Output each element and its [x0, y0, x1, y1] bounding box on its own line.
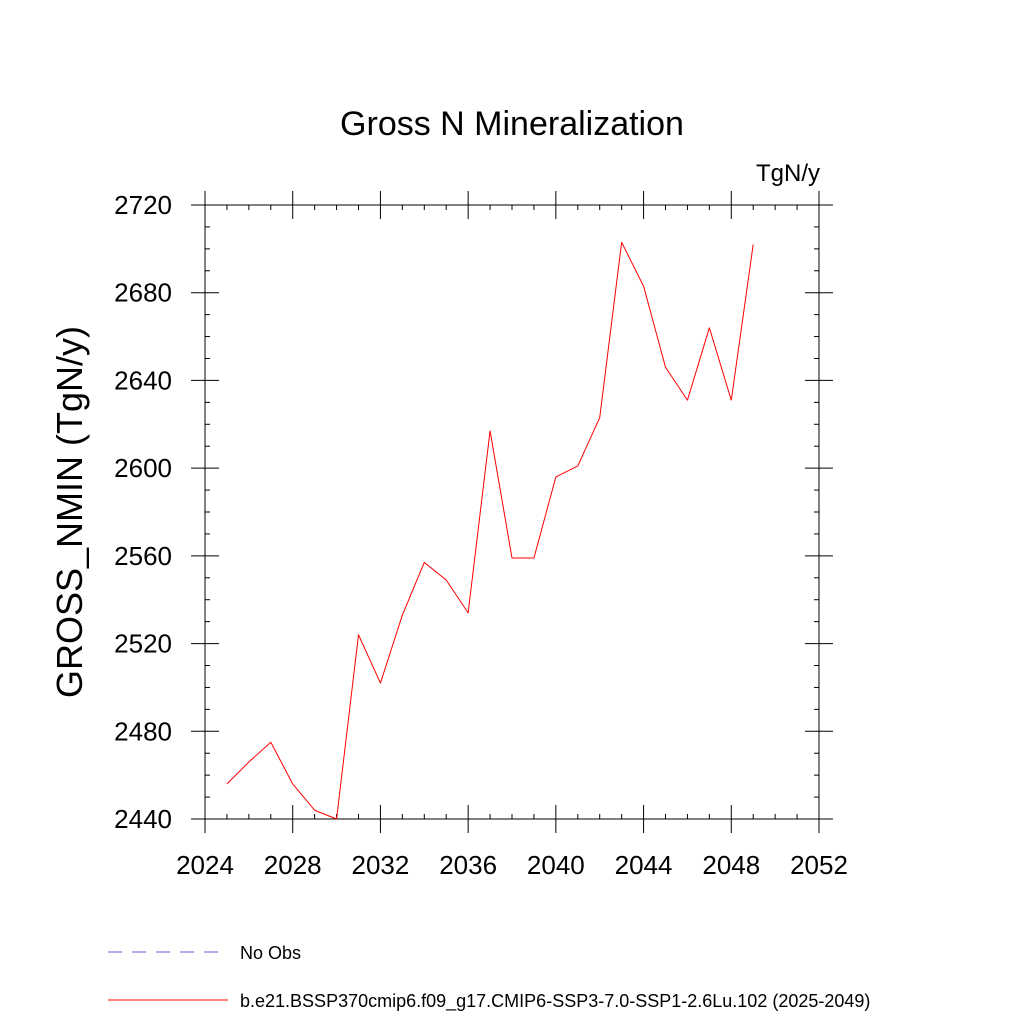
- legend-label-model: b.e21.BSSP370cmip6.f09_g17.CMIP6-SSP3-7.…: [240, 991, 870, 1012]
- x-tick-label: 2024: [176, 850, 234, 880]
- x-tick-label: 2044: [615, 850, 673, 880]
- y-tick-label: 2560: [114, 541, 172, 571]
- y-tick-label: 2440: [114, 804, 172, 834]
- x-tick-label: 2048: [702, 850, 760, 880]
- y-axis-label: GROSS_NMIN (TgN/y): [49, 326, 90, 698]
- legend-label-no-obs: No Obs: [240, 943, 301, 963]
- major-ticks: [191, 191, 833, 833]
- x-tick-label: 2036: [439, 850, 497, 880]
- x-tick-label: 2040: [527, 850, 585, 880]
- x-tick-label: 2032: [352, 850, 410, 880]
- x-tick-labels: 2024 2028 2032 2036 2040 2044 2048 2052: [176, 850, 848, 880]
- x-tick-label: 2028: [264, 850, 322, 880]
- x-tick-label: 2052: [790, 850, 848, 880]
- minor-ticks: [205, 205, 819, 819]
- y-tick-labels: 2440 2480 2520 2560 2600 2640 2680 2720: [114, 190, 172, 834]
- units-label: TgN/y: [756, 160, 820, 187]
- y-tick-label: 2520: [114, 629, 172, 659]
- series-group: [226, 241, 754, 820]
- legend: No Obs b.e21.BSSP370cmip6.f09_g17.CMIP6-…: [108, 943, 870, 1012]
- plot-frame: [204, 204, 820, 820]
- y-tick-label: 2480: [114, 716, 172, 746]
- y-tick-label: 2680: [114, 278, 172, 308]
- series-line-0: [226, 241, 754, 820]
- y-tick-label: 2720: [114, 190, 172, 220]
- y-tick-label: 2640: [114, 365, 172, 395]
- chart-title: Gross N Mineralization: [340, 105, 684, 143]
- y-tick-label: 2600: [114, 453, 172, 483]
